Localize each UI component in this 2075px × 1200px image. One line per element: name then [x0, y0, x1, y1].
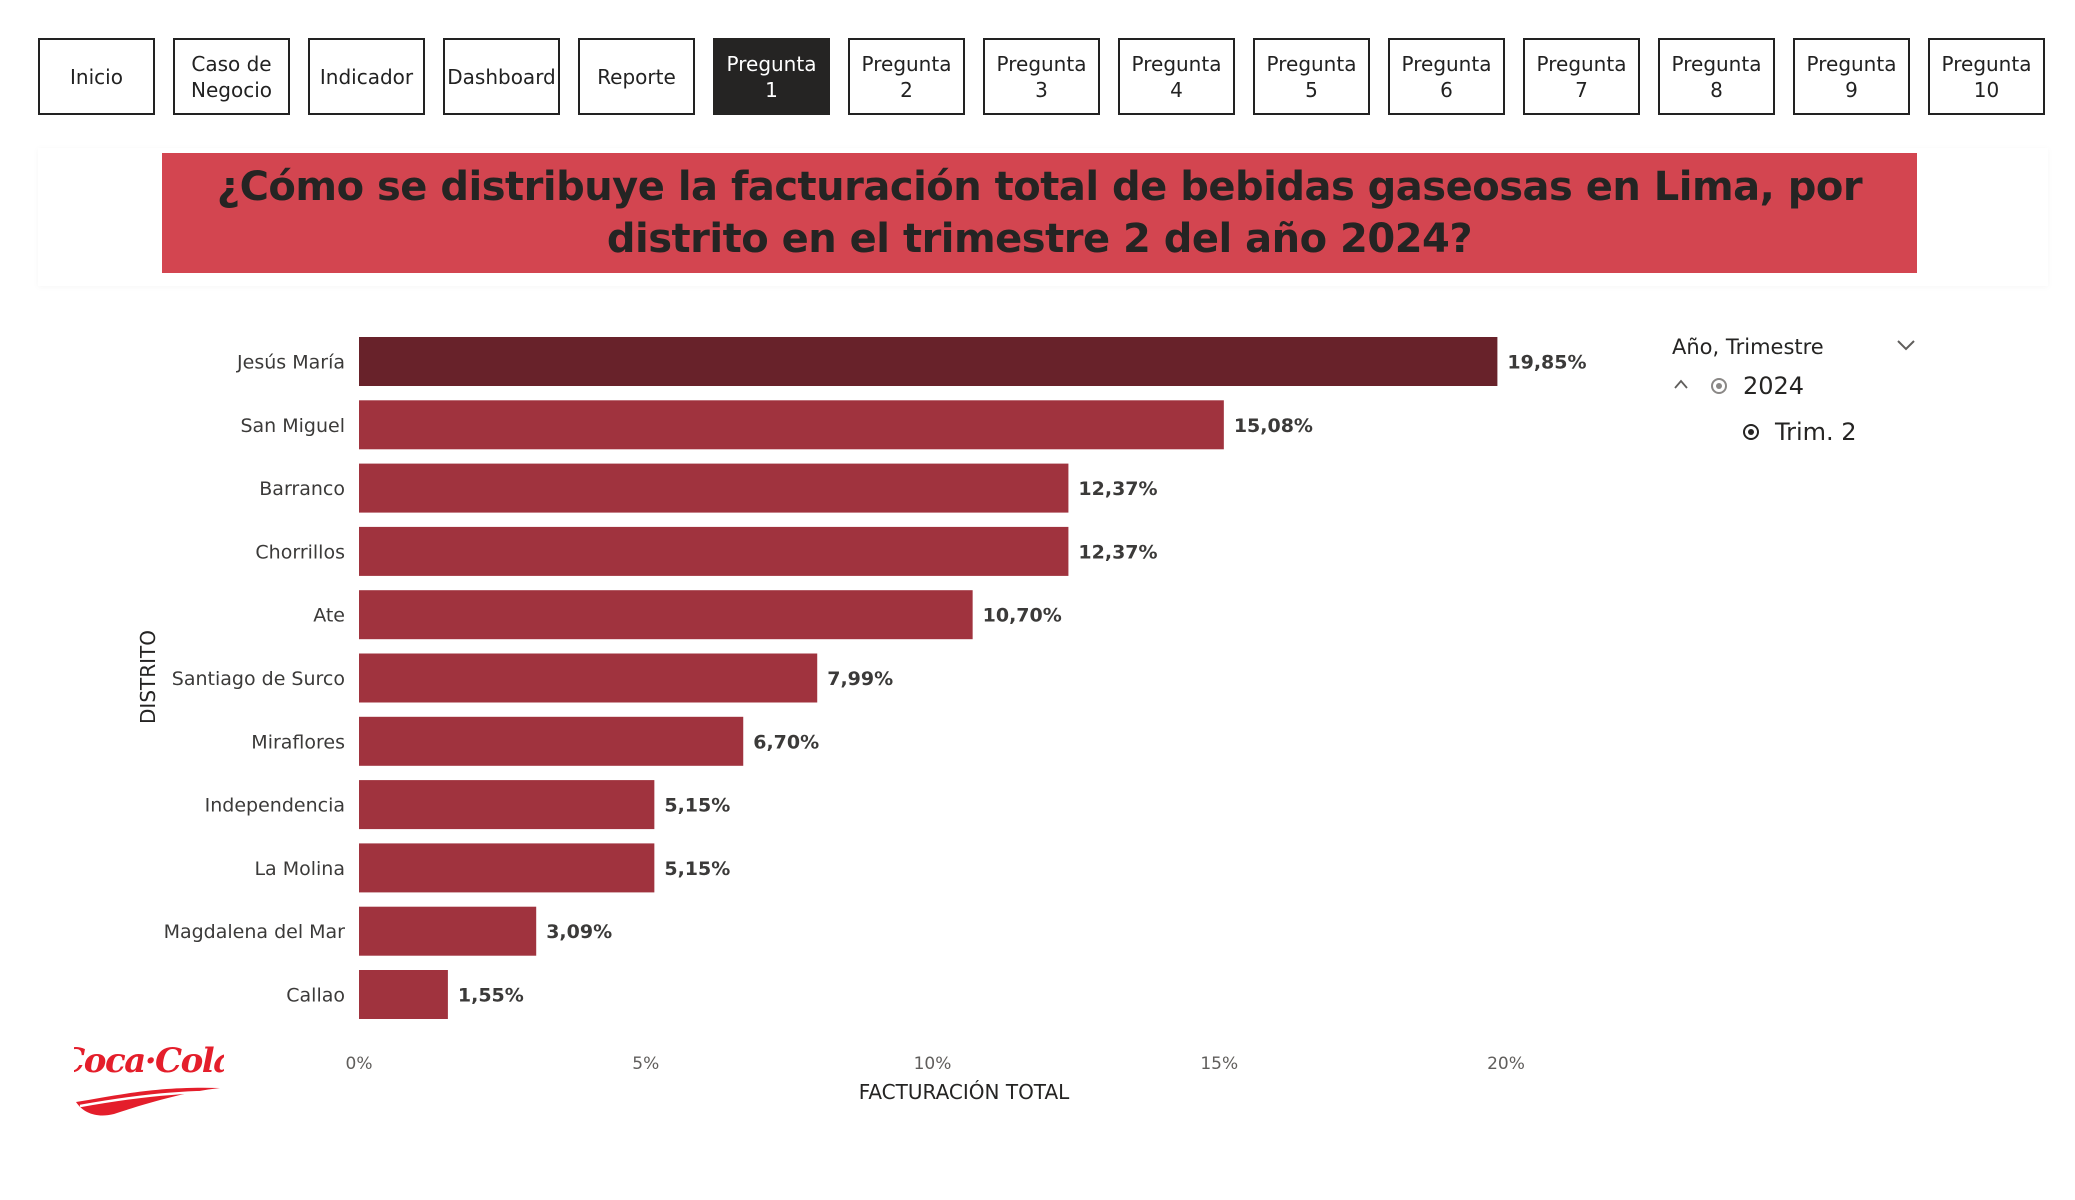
radio-icon: [1743, 424, 1759, 440]
data-label: 15,08%: [1234, 415, 1313, 437]
x-tick-label: 20%: [1487, 1054, 1525, 1074]
data-label: 6,70%: [753, 731, 819, 753]
data-label: 1,55%: [458, 985, 524, 1007]
nav-button-10[interactable]: Pregunta 5: [1253, 38, 1370, 115]
category-label: Barranco: [259, 478, 345, 500]
category-label: La Molina: [254, 858, 345, 880]
bar[interactable]: [359, 526, 1069, 576]
category-label: Jesús María: [236, 352, 345, 374]
x-tick-label: 15%: [1200, 1054, 1238, 1074]
bar[interactable]: [359, 970, 448, 1019]
nav-button-4[interactable]: Dashboard: [443, 38, 560, 115]
bar[interactable]: [359, 906, 537, 956]
x-tick-label: 10%: [914, 1054, 952, 1074]
nav-button-5[interactable]: Reporte: [578, 38, 695, 115]
slicer-item-year-label: 2024: [1743, 372, 1805, 400]
nav-button-label: Pregunta 9: [1806, 51, 1897, 102]
nav-button-label: Pregunta 1: [726, 51, 817, 102]
nav-button-1[interactable]: Inicio: [38, 38, 155, 115]
data-label: 19,85%: [1507, 352, 1586, 374]
nav-button-13[interactable]: Pregunta 8: [1658, 38, 1775, 115]
nav-button-label: Pregunta 10: [1941, 51, 2032, 102]
nav-button-7[interactable]: Pregunta 2: [848, 38, 965, 115]
nav-button-label: Dashboard: [447, 64, 556, 89]
nav-button-label: Caso de Negocio: [191, 51, 272, 102]
nav-button-12[interactable]: Pregunta 7: [1523, 38, 1640, 115]
category-label: Santiago de Surco: [172, 668, 345, 690]
data-label: 3,09%: [546, 921, 612, 943]
bar[interactable]: [359, 780, 655, 830]
bar[interactable]: [359, 463, 1069, 513]
category-label: Magdalena del Mar: [164, 921, 346, 943]
nav-button-label: Pregunta 7: [1536, 51, 1627, 102]
nav-button-8[interactable]: Pregunta 3: [983, 38, 1100, 115]
nav-button-label: Pregunta 8: [1671, 51, 1762, 102]
y-axis-title: DISTRITO: [136, 630, 160, 724]
slicer-item-quarter-label: Trim. 2: [1775, 418, 1857, 446]
nav-button-label: Pregunta 6: [1401, 51, 1492, 102]
slicer-title: Año, Trimestre: [1672, 335, 1824, 359]
category-label: Miraflores: [251, 731, 345, 753]
page-title: ¿Cómo se distribuye la facturación total…: [216, 164, 1863, 262]
category-label: Chorrillos: [255, 541, 345, 563]
bar[interactable]: [359, 653, 818, 703]
nav-button-label: Inicio: [70, 64, 123, 89]
category-label: Independencia: [205, 795, 345, 817]
title-banner: ¿Cómo se distribuye la facturación total…: [162, 153, 1917, 273]
nav-button-label: Indicador: [319, 64, 414, 89]
x-tick-label: 5%: [632, 1054, 659, 1074]
svg-text:Coca·Cola: Coca·Cola: [74, 1041, 224, 1081]
coca-cola-logo: Coca·Cola: [74, 1041, 224, 1116]
data-label: 7,99%: [827, 668, 893, 690]
x-tick-label: 0%: [346, 1054, 373, 1074]
category-label: Callao: [286, 985, 345, 1007]
data-label: 12,37%: [1078, 478, 1157, 500]
nav-button-label: Pregunta 3: [996, 51, 1087, 102]
data-label: 10,70%: [983, 605, 1062, 627]
slicer-item-quarter[interactable]: Trim. 2: [1743, 418, 1857, 446]
nav-button-11[interactable]: Pregunta 6: [1388, 38, 1505, 115]
data-label: 5,15%: [664, 795, 730, 817]
data-label: 12,37%: [1078, 541, 1157, 563]
chevron-down-icon[interactable]: [1895, 336, 1917, 354]
nav-button-label: Pregunta 4: [1131, 51, 1222, 102]
bar[interactable]: [359, 843, 655, 893]
bar[interactable]: [359, 716, 744, 766]
radio-icon: [1711, 378, 1727, 394]
nav-button-label: Reporte: [597, 64, 676, 89]
chevron-up-icon[interactable]: [1673, 378, 1689, 390]
nav-button-label: Pregunta 5: [1266, 51, 1357, 102]
data-label: 5,15%: [664, 858, 730, 880]
category-label: San Miguel: [240, 415, 345, 437]
bar[interactable]: [359, 337, 1498, 386]
nav-button-3[interactable]: Indicador: [308, 38, 425, 115]
category-label: Ate: [313, 605, 345, 627]
slicer-item-year[interactable]: 2024: [1711, 372, 1804, 400]
nav-button-9[interactable]: Pregunta 4: [1118, 38, 1235, 115]
bar[interactable]: [359, 400, 1224, 450]
nav-button-14[interactable]: Pregunta 9: [1793, 38, 1910, 115]
bar[interactable]: [359, 590, 973, 640]
nav-button-15[interactable]: Pregunta 10: [1928, 38, 2045, 115]
nav-button-2[interactable]: Caso de Negocio: [173, 38, 290, 115]
nav-button-6[interactable]: Pregunta 1: [713, 38, 830, 115]
nav-button-label: Pregunta 2: [861, 51, 952, 102]
x-axis-title: FACTURACIÓN TOTAL: [859, 1080, 1070, 1104]
